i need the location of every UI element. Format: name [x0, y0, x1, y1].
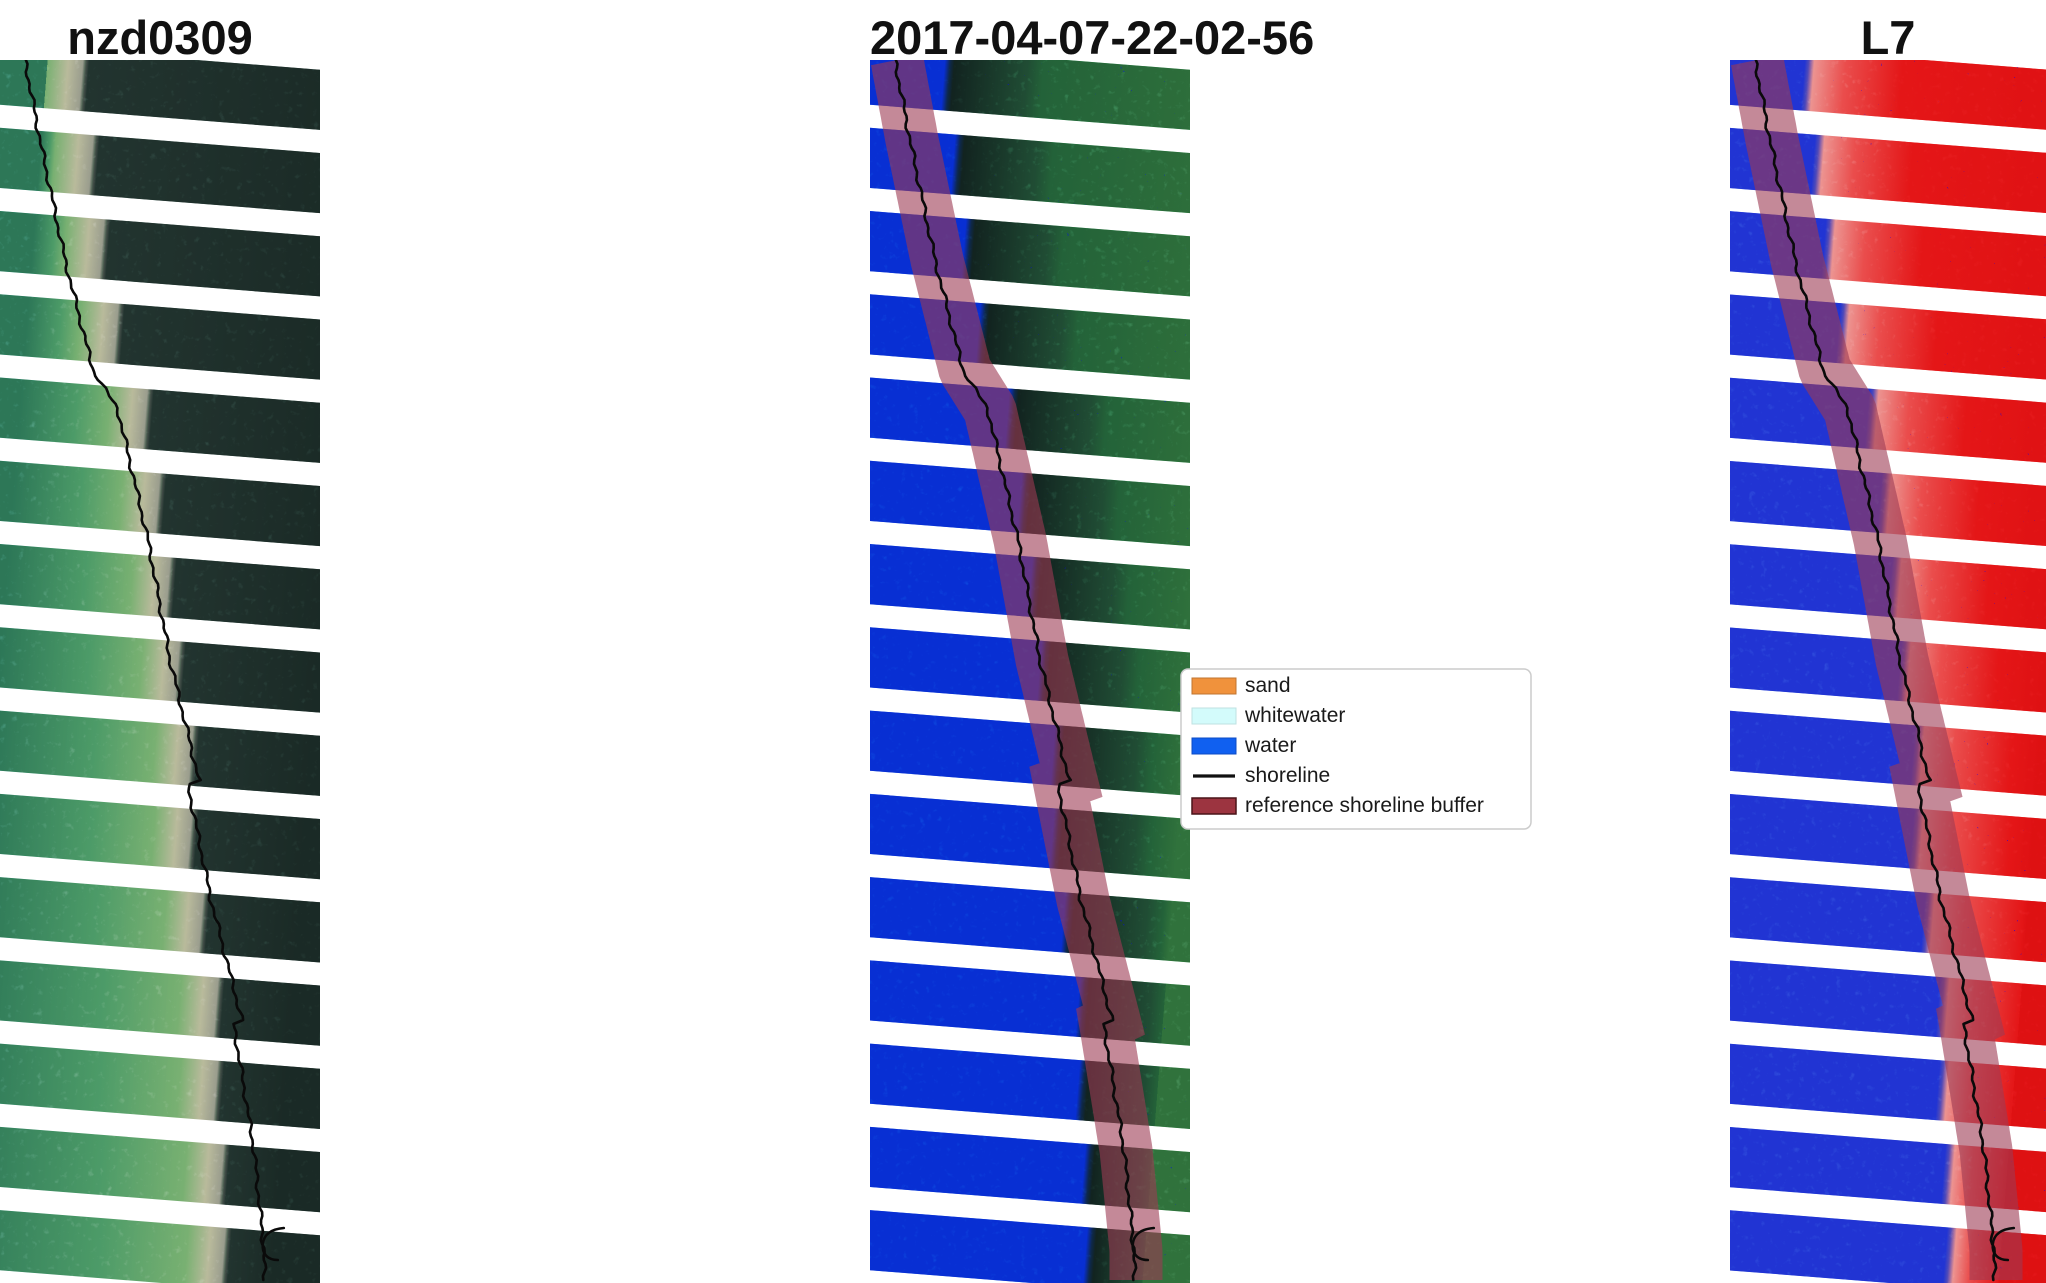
svg-text:reference shoreline buffer: reference shoreline buffer — [1245, 794, 1484, 817]
svg-text:sand: sand — [1245, 674, 1291, 697]
svg-text:water: water — [1244, 734, 1296, 757]
svg-text:shoreline: shoreline — [1245, 764, 1330, 787]
svg-text:whitewater: whitewater — [1244, 704, 1345, 727]
